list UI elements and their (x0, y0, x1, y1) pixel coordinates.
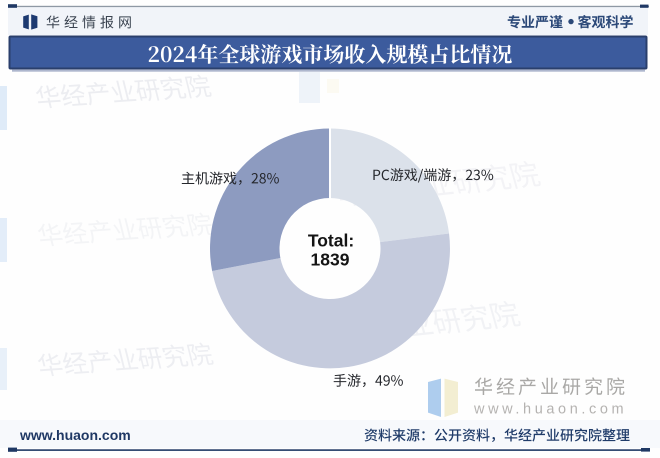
svg-text:www.huaon.com: www.huaon.com (19, 427, 131, 443)
svg-text:1839: 1839 (311, 249, 350, 269)
svg-text:Total:: Total: (308, 231, 354, 251)
svg-text:www.huaon.com: www.huaon.com (473, 402, 627, 418)
